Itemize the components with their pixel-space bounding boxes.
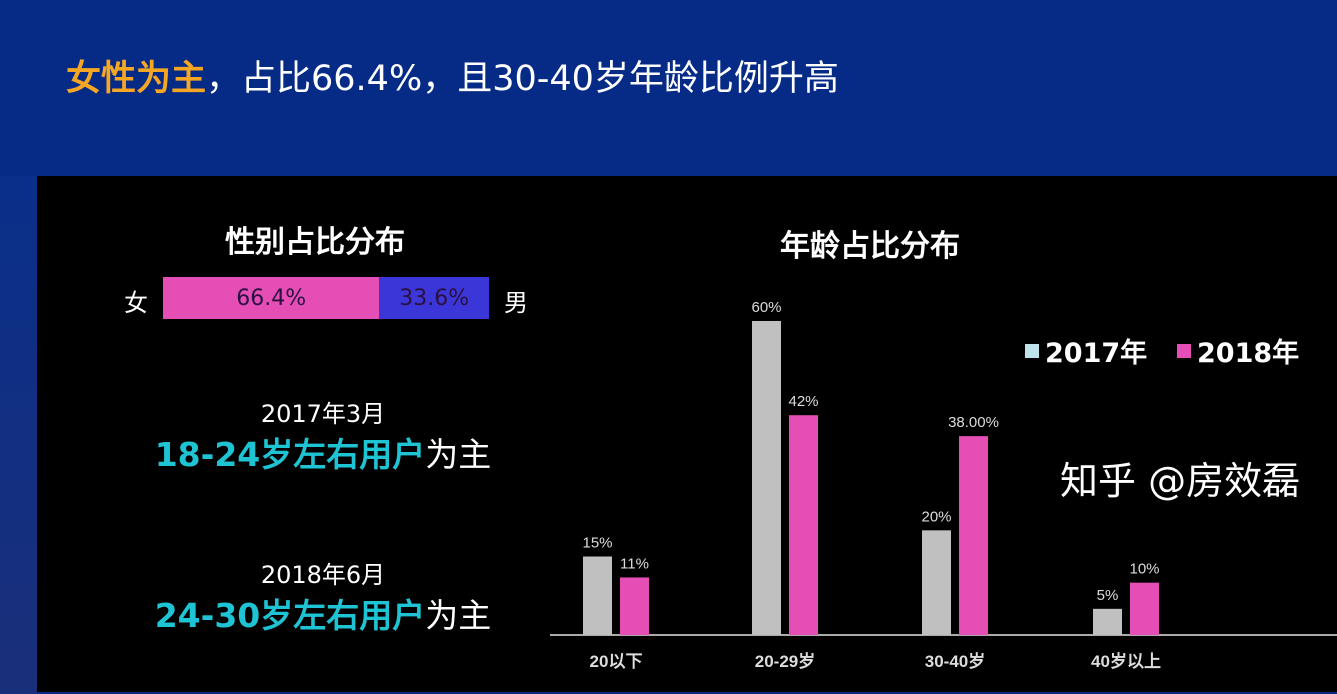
- bar-2017年-40岁以上: [1093, 608, 1122, 635]
- note-age-2017: 18-24岁左右用户为主: [123, 428, 523, 476]
- note-age-suffix: 为主: [425, 435, 492, 474]
- bar-2018年-30-40岁: [959, 436, 988, 635]
- data-label: 5%: [1097, 587, 1119, 604]
- legend-label-2018: 2018年: [1197, 338, 1300, 369]
- legend-swatch-2018: [1177, 343, 1191, 358]
- male-share-label: 33.6%: [399, 285, 470, 311]
- bar-2018年-20-29岁: [789, 415, 818, 635]
- legend-2017: 2017年: [1025, 331, 1147, 370]
- data-label: 38.00%: [948, 414, 999, 431]
- bar-2017年-20-29岁: [752, 321, 781, 635]
- legend-swatch-2017: [1025, 343, 1039, 358]
- male-label: 男: [504, 289, 528, 317]
- data-label: 15%: [582, 535, 612, 552]
- category-label: 20以下: [590, 652, 643, 671]
- note-age-highlight: 18-24岁左右用户: [154, 435, 426, 474]
- note-age-2018: 24-30岁左右用户为主: [123, 589, 523, 637]
- female-share-label: 66.4%: [236, 285, 307, 311]
- note-date-2017: 2017年3月: [260, 400, 386, 428]
- bar-2018年-40岁以上: [1130, 582, 1159, 635]
- data-label: 42%: [788, 393, 818, 410]
- female-label: 女: [124, 289, 148, 317]
- note-age-highlight: 24-30岁左右用户: [154, 596, 426, 635]
- male-share-bar: 33.6%: [379, 277, 489, 319]
- female-share-bar: 66.4%: [163, 277, 380, 319]
- data-label: 10%: [1129, 561, 1159, 578]
- data-label: 11%: [620, 555, 649, 572]
- note-age-suffix: 为主: [425, 596, 492, 635]
- gender-title: 性别占比分布: [225, 225, 405, 260]
- data-label: 60%: [751, 299, 781, 316]
- background-edge: [0, 176, 37, 694]
- category-label: 30-40岁: [925, 651, 985, 671]
- legend-label-2017: 2017年: [1045, 338, 1148, 369]
- content-panel: [37, 176, 1337, 692]
- legend-2018: 2018年: [1177, 331, 1299, 370]
- headline-text: ，占比66.4%，且30-40岁年龄比例升高: [206, 59, 839, 99]
- age-chart-title: 年龄占比分布: [780, 229, 960, 264]
- watermark: 知乎 @房效磊: [1060, 459, 1301, 503]
- data-label: 20%: [921, 508, 951, 525]
- bar-2017年-30-40岁: [922, 530, 951, 635]
- category-label: 20-29岁: [755, 651, 815, 671]
- note-date-2018: 2018年6月: [260, 561, 386, 589]
- headline-highlight: 女性为主: [66, 59, 207, 99]
- page-headline: 女性为主，占比66.4%，且30-40岁年龄比例升高: [66, 50, 839, 101]
- bar-2018年-20以下: [620, 577, 649, 635]
- category-label: 40岁以上: [1091, 651, 1161, 671]
- bar-2017年-20以下: [583, 556, 612, 635]
